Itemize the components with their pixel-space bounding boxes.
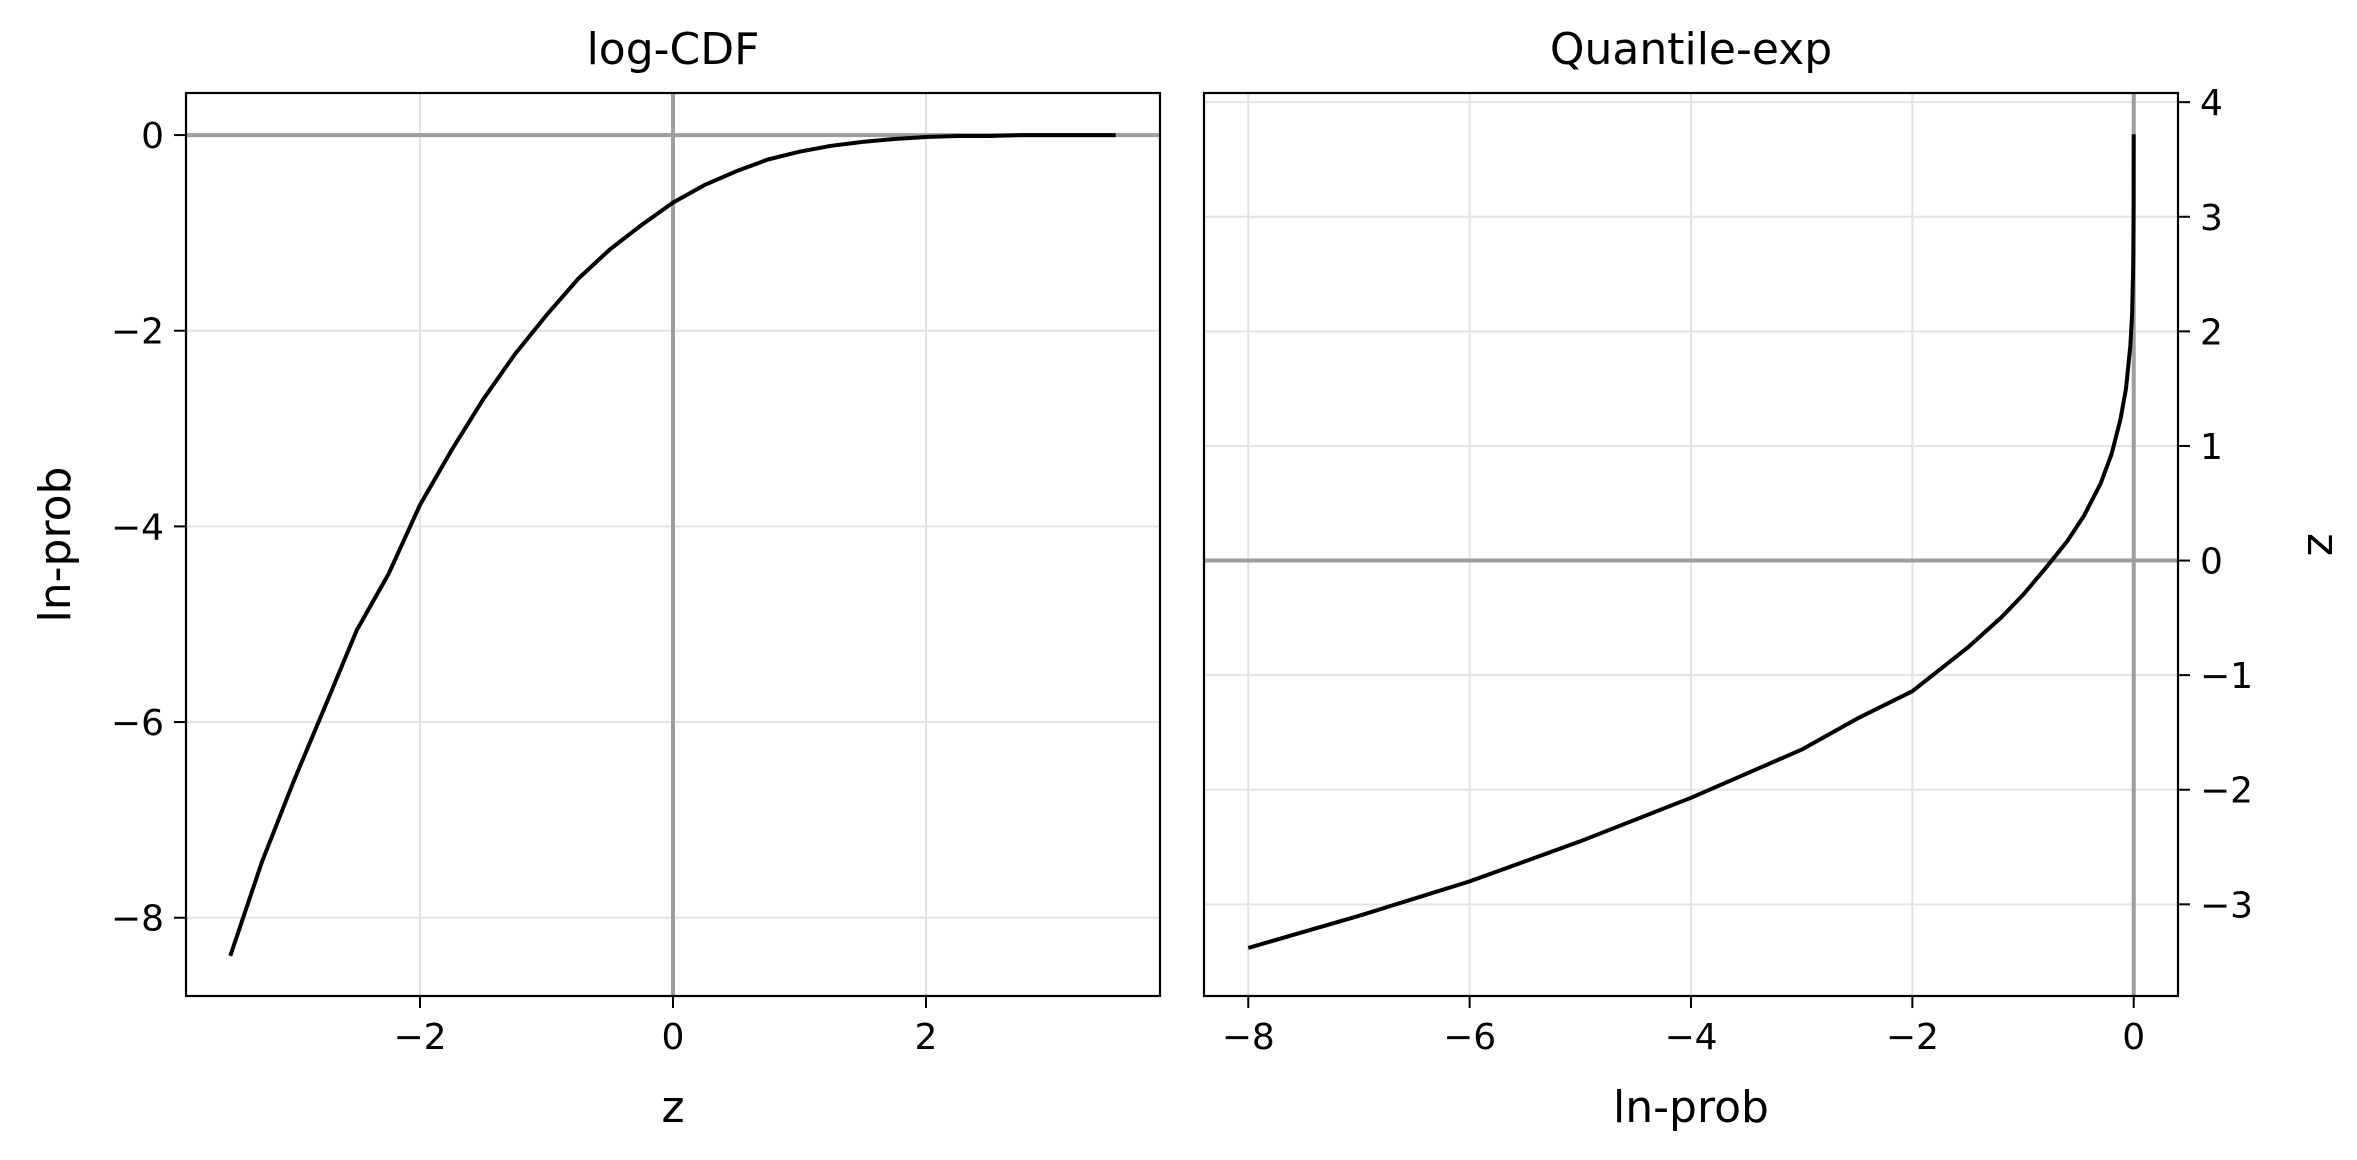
quantile-exp-x-tick-label: −2 [1886,1017,1939,1058]
log-cdf-y-tick-label: 0 [141,116,164,157]
log-cdf-x-tick-label: 0 [662,1017,685,1058]
quantile-exp-x-tick-label: −6 [1443,1017,1496,1058]
quantile-exp-x-tick-label: −4 [1664,1017,1717,1058]
quantile-exp-y-tick-label: 4 [2200,83,2223,124]
log-cdf-x-axis-label: z [661,1082,684,1133]
log-cdf-x-tick-label: 2 [915,1017,938,1058]
log-cdf-panel: −2 0 2 0 −2 −4 −6 −8 log-CDF z ln-prob [30,24,1162,1133]
log-cdf-title: log-CDF [587,24,760,75]
log-cdf-x-ticks: −2 0 2 [393,996,937,1058]
quantile-exp-y-tick-label: 2 [2200,312,2223,353]
quantile-exp-y-tick-label: −3 [2200,885,2253,926]
quantile-exp-x-ticks: −8 −6 −4 −2 0 [1222,996,2145,1058]
quantile-exp-panel: −8 −6 −4 −2 0 4 3 2 1 0 −1 −2 −3 Quantile-exp ln-pr… [1202,24,2348,1133]
log-cdf-y-tick-label: −4 [111,507,164,548]
quantile-exp-x-tick-label: −8 [1222,1017,1275,1058]
quantile-exp-x-axis-label: ln-prob [1613,1082,1769,1133]
log-cdf-series [228,133,1116,957]
quantile-exp-series-line-0 [1247,134,2136,950]
log-cdf-y-axis-label: ln-prob [30,467,81,623]
quantile-exp-y-ticks: 4 3 2 1 0 −1 −2 −3 [2178,83,2253,926]
log-cdf-y-ticks: 0 −2 −4 −6 −8 [111,116,186,940]
quantile-exp-title: Quantile-exp [1550,24,1832,75]
log-cdf-y-tick-label: −2 [111,312,164,353]
quantile-exp-y-tick-label: 0 [2200,542,2223,583]
quantile-exp-x-tick-label: 0 [2122,1017,2145,1058]
log-cdf-y-tick-label: −6 [111,703,164,744]
quantile-exp-y-tick-label: −2 [2200,771,2253,812]
quantile-exp-y-tick-label: 3 [2200,198,2223,239]
quantile-exp-y-tick-label: −1 [2200,656,2253,697]
quantile-exp-y-tick-label: 1 [2200,427,2223,468]
quantile-exp-y-axis-label: z [2297,533,2348,556]
log-cdf-x-tick-label: −2 [393,1017,446,1058]
log-cdf-y-tick-label: −8 [111,899,164,940]
log-cdf-series-line-0 [228,133,1116,957]
quantile-exp-series [1247,134,2136,950]
